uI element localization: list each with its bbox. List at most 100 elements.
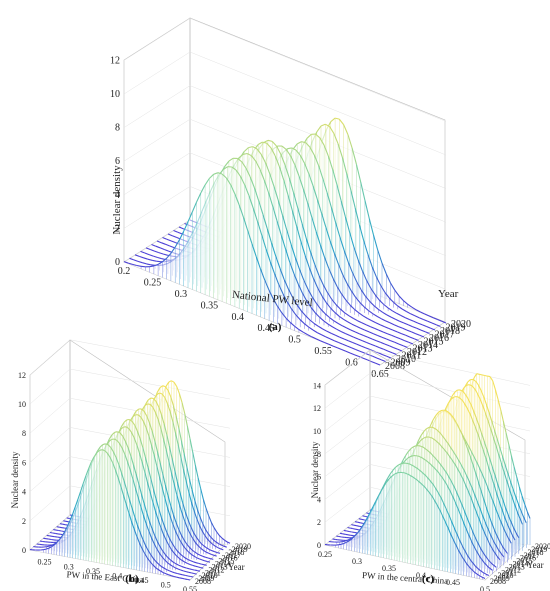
ridge-segment (469, 455, 474, 465)
ridge-segment (465, 527, 470, 535)
ridge-segment (187, 575, 191, 578)
ridge-segment (170, 240, 176, 244)
ridge-segment (350, 190, 356, 209)
ridge-segment (486, 565, 491, 569)
ridge-segment (476, 373, 480, 375)
ridge-segment (423, 485, 427, 490)
ridge-segment (515, 532, 520, 538)
ridge-segment (380, 486, 385, 492)
ridge-segment (175, 563, 179, 566)
ridge-segment (425, 488, 430, 493)
ridge-segment (152, 564, 156, 568)
z-tick-label: 12 (313, 404, 321, 413)
ridge-segment (170, 472, 175, 484)
ridge-segment (505, 479, 510, 489)
ridge-segment (164, 386, 169, 391)
ridge-segment (339, 236, 345, 251)
ridge-segment (346, 540, 350, 543)
ridge-segment (363, 240, 369, 255)
ridge-segment (321, 296, 327, 304)
ridge-segment (173, 561, 177, 565)
year-tick-label: 2016 (520, 554, 536, 563)
ridge-segment (423, 447, 428, 451)
ridge-segment (163, 567, 167, 571)
ridge-segment (181, 559, 185, 563)
ridge-segment (469, 559, 474, 564)
ridge-segment (166, 252, 172, 259)
ridge-segment (416, 327, 422, 331)
ridge-segment (169, 564, 173, 567)
ridge-segment (470, 403, 474, 411)
z-gridline (123, 18, 447, 122)
ridge-segment (176, 494, 180, 505)
ridge-segment (490, 562, 494, 566)
ridge-segment (393, 324, 399, 328)
ridge-segment (486, 486, 491, 494)
ridge-segment (478, 467, 483, 474)
ridge-segment (474, 388, 478, 394)
ridge-segment (465, 441, 470, 447)
ridge-segment (318, 275, 324, 286)
ridge-segment (173, 381, 178, 387)
ridge-segment (53, 529, 57, 531)
ridge-segment (343, 541, 347, 545)
ridge-segment (207, 560, 211, 563)
ridge-segment (496, 437, 501, 448)
ridge-segment (354, 207, 360, 225)
ridge-segment (154, 510, 159, 520)
ridge-segment (367, 511, 371, 518)
ridge-segment (184, 511, 189, 520)
ridge-segment (446, 452, 450, 457)
x-tick-label: 0.35 (201, 300, 219, 311)
ridge-segment (500, 520, 504, 528)
ridge-segment (144, 403, 148, 407)
ridge-segment (201, 563, 205, 566)
year-tick-label: 2012 (208, 565, 224, 574)
ridge-segment (190, 501, 195, 511)
ridge-segment (151, 243, 157, 247)
ridge-segment (146, 263, 151, 266)
ridge-segment (170, 396, 174, 406)
ridge-segment (164, 248, 169, 252)
ridge-segment (48, 546, 52, 549)
ridge-segment (442, 467, 447, 472)
ridge-segment (343, 529, 347, 532)
ridge-segment (195, 562, 199, 564)
ridge-segment (161, 556, 166, 561)
ridge-segment (169, 515, 174, 524)
ridge-segment (397, 463, 402, 466)
ridge-segment (64, 526, 68, 532)
ridge-segment (112, 451, 117, 458)
ridge-segment (395, 336, 401, 340)
ridge-segment (492, 539, 497, 546)
ridge-segment (508, 443, 512, 456)
ridge-segment (478, 517, 482, 526)
ridge-segment (123, 480, 128, 490)
ridge-segment (290, 155, 296, 165)
ridge-segment (449, 490, 453, 497)
ridge-segment (63, 520, 67, 522)
ridge-segment (198, 562, 202, 565)
ridge-segment (264, 162, 271, 174)
ridge-segment (50, 544, 55, 548)
ridge-segment (393, 301, 399, 307)
ridge-segment (130, 520, 135, 529)
ridge-segment (343, 318, 349, 323)
ridge-segment (449, 532, 454, 540)
panel-b-caption: (b) (125, 573, 139, 585)
ridge-segment (417, 455, 421, 458)
ridge-segment (499, 491, 504, 500)
ridge-segment (298, 175, 304, 190)
ridge-segment (292, 297, 298, 306)
ridge-segment (90, 456, 95, 463)
ridge-segment (166, 562, 171, 566)
ridge-segment (318, 165, 324, 179)
ridge-segment (177, 572, 181, 575)
ridge-segment (376, 276, 382, 286)
ridge-segment (136, 430, 141, 439)
ridge-segment (53, 542, 58, 546)
ridge-segment (501, 545, 506, 551)
ridge-segment (466, 407, 471, 414)
z-tick-label: 2 (115, 223, 120, 234)
ridge-segment (185, 571, 189, 573)
